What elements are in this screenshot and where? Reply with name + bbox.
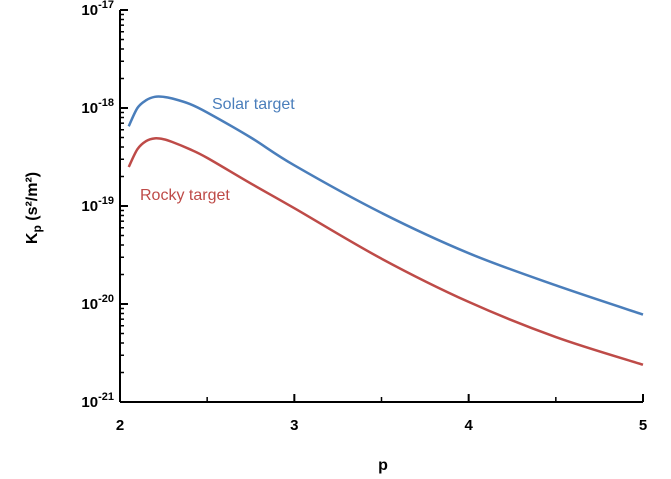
axes xyxy=(119,10,643,403)
series-layer xyxy=(127,95,644,366)
series-label-rocky: Rocky target xyxy=(140,187,230,204)
x-tick-label: 3 xyxy=(290,417,298,434)
x-tick-label: 2 xyxy=(116,417,124,434)
series-line-rocky xyxy=(127,137,644,366)
y-tick-label: 10-21 xyxy=(81,391,114,411)
x-tick-label: 5 xyxy=(639,417,647,434)
series-label-solar: Solar target xyxy=(212,96,295,113)
y-axis-title-sub: p xyxy=(30,225,44,232)
y-axis-title-unit: (s²/m²) xyxy=(24,172,41,225)
x-tick-label: 4 xyxy=(464,417,473,434)
y-tick-label: 10-18 xyxy=(81,97,114,117)
ticks: 10-21 10-20 10-19 10-18 10-17 2 3 4 5 xyxy=(81,0,647,434)
y-tick-label: 10-20 xyxy=(81,293,114,313)
y-tick-label: 10-19 xyxy=(81,195,114,215)
x-axis-title: p xyxy=(378,457,388,474)
y-tick-label: 10-17 xyxy=(81,0,114,19)
y-axis-title-main: K xyxy=(24,232,41,244)
series-line-solar xyxy=(127,95,644,316)
y-axis-title: Kp (s²/m²) xyxy=(24,172,44,244)
